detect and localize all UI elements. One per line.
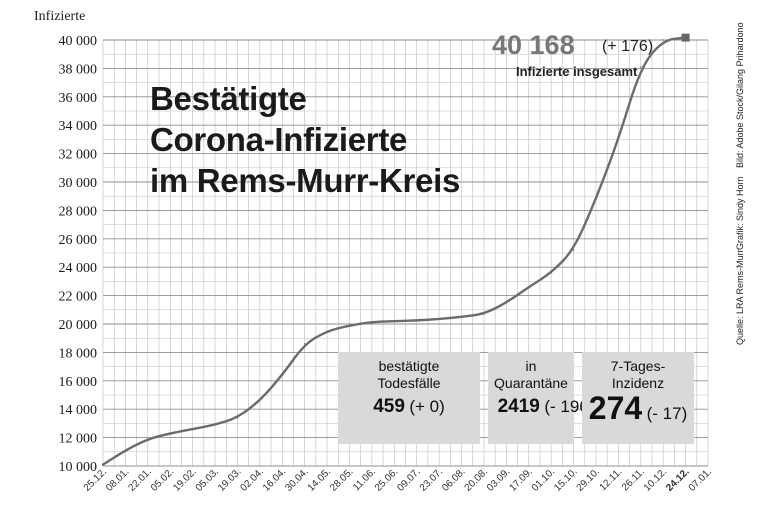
data-point: [191, 428, 194, 430]
credit-graphic: Grafik: Sindy Horn: [735, 176, 745, 250]
x-tick-label: 23.07.: [418, 466, 445, 493]
x-tick-label: 12.11.: [598, 466, 625, 493]
incidence-value: 274: [588, 390, 643, 426]
x-tick-label: 20.08.: [463, 466, 490, 493]
y-tick-label: 32 000: [59, 148, 98, 163]
title-line-2: Corona-Infizierte: [150, 121, 408, 158]
x-tick-label: 22.01.: [126, 466, 153, 493]
y-tick-label: 10 000: [59, 460, 98, 475]
x-tick-label: 17.09.: [507, 466, 534, 493]
incidence-change: (- 17): [646, 404, 688, 423]
x-tick-label: 28.05.: [328, 466, 355, 493]
data-point: [550, 272, 552, 274]
x-tick-label: 25.06.: [373, 466, 400, 493]
data-point: [214, 424, 216, 426]
y-tick-label: 22 000: [59, 290, 98, 305]
y-tick-label: 14 000: [59, 403, 98, 418]
x-tick-label: 05.03.: [194, 466, 221, 493]
data-point: [326, 330, 328, 332]
quarantine-label-2: Quarantäne: [494, 375, 568, 391]
x-tick-label: 11.06.: [351, 466, 378, 493]
data-point: [617, 138, 620, 141]
title-line-3: im Rems-Murr-Kreis: [150, 162, 461, 199]
x-tick-label: 07.01.: [687, 466, 714, 493]
x-tick-label: 16.04.: [261, 466, 288, 493]
y-tick-label: 12 000: [59, 432, 98, 447]
x-tick-label: 05.02.: [149, 466, 176, 493]
x-tick-label: 24.12.: [664, 466, 692, 494]
deaths-value: 459: [373, 396, 405, 417]
y-tick-label: 24 000: [59, 261, 98, 276]
chart-title: Bestätigte Corona-Infizierte im Rems-Mur…: [150, 78, 460, 201]
x-tick-label: 06.08.: [440, 466, 467, 493]
data-point: [281, 374, 284, 376]
credit-image: Bild: Adobe Stock/Gilang Prihardono: [735, 22, 745, 168]
y-tick-label: 34 000: [59, 119, 98, 134]
y-tick-label: 28 000: [59, 204, 98, 219]
y-tick-label: 40 000: [59, 34, 98, 49]
quarantine-change: (- 196): [544, 397, 595, 416]
data-point: [102, 463, 104, 466]
x-tick-label: 01.10.: [530, 466, 557, 493]
y-tick-label: 18 000: [59, 346, 98, 361]
y-tick-label: 36 000: [59, 91, 98, 106]
incidence-label-2: Inzidenz: [611, 375, 665, 391]
data-point: [393, 320, 396, 322]
data-point: [639, 66, 642, 68]
data-point: [438, 318, 440, 320]
data-point: [595, 198, 597, 200]
y-tick-label: 30 000: [59, 176, 98, 191]
data-point: [527, 286, 530, 288]
y-tick-label: 26 000: [59, 233, 98, 248]
data-point: [147, 438, 149, 440]
deaths-change: (+ 0): [409, 397, 445, 416]
x-tick-label: 19.02.: [171, 466, 198, 493]
x-tick-label: 29.10.: [575, 466, 602, 493]
data-point: [348, 324, 351, 327]
x-tick-label: 14.05.: [306, 466, 333, 493]
data-point: [415, 319, 418, 322]
data-point: [483, 313, 485, 315]
x-tick-label: 15.10.: [552, 466, 579, 493]
data-point: [662, 39, 664, 41]
data-point: [169, 432, 172, 435]
deaths-label-1: bestätigte: [378, 358, 440, 374]
y-tick-label: 16 000: [59, 375, 98, 390]
y-tick-label: 38 000: [59, 62, 98, 77]
quarantine-value: 2419: [497, 396, 540, 417]
data-point: [236, 416, 239, 419]
quarantine-box: in Quarantäne 2419 (- 196): [488, 352, 594, 444]
data-point: [124, 449, 127, 452]
data-point: [505, 301, 508, 304]
total-label: Infizierte insgesamt: [516, 64, 638, 79]
total-change: (+ 176): [602, 38, 654, 55]
incidence-box: 7-Tages- Inzidenz 274 (- 17): [582, 352, 694, 444]
deaths-label-2: Todesfälle: [377, 375, 441, 391]
x-tick-label: 08.01.: [104, 466, 131, 493]
x-tick-label: 10.12.: [642, 466, 669, 493]
data-point: [259, 399, 261, 402]
data-point: [572, 249, 575, 251]
total-value: 40 168: [492, 30, 575, 60]
data-point: [371, 321, 373, 323]
y-axis-label: Infizierte: [34, 9, 86, 24]
x-tick-label: 26.11.: [620, 466, 647, 493]
end-marker: [681, 33, 690, 42]
x-tick-label: 02.04.: [239, 466, 266, 493]
y-tick-label: 20 000: [59, 318, 98, 333]
title-line-1: Bestätigte: [150, 80, 307, 117]
credit-source: Quelle: LRA Rems-Murr: [735, 249, 745, 345]
quarantine-label-1: in: [525, 358, 537, 374]
data-point: [303, 343, 306, 345]
series-line: [101, 36, 687, 466]
x-tick-label: 03.09.: [485, 466, 512, 493]
x-tick-label: 30.04.: [283, 466, 310, 493]
x-tick-label: 09.07.: [395, 466, 422, 493]
x-tick-label: 19.03.: [216, 466, 243, 493]
data-point: [460, 316, 463, 318]
incidence-label-1: 7-Tages-: [610, 358, 666, 374]
deaths-box: bestätigte Todesfälle 459 (+ 0): [338, 352, 480, 444]
